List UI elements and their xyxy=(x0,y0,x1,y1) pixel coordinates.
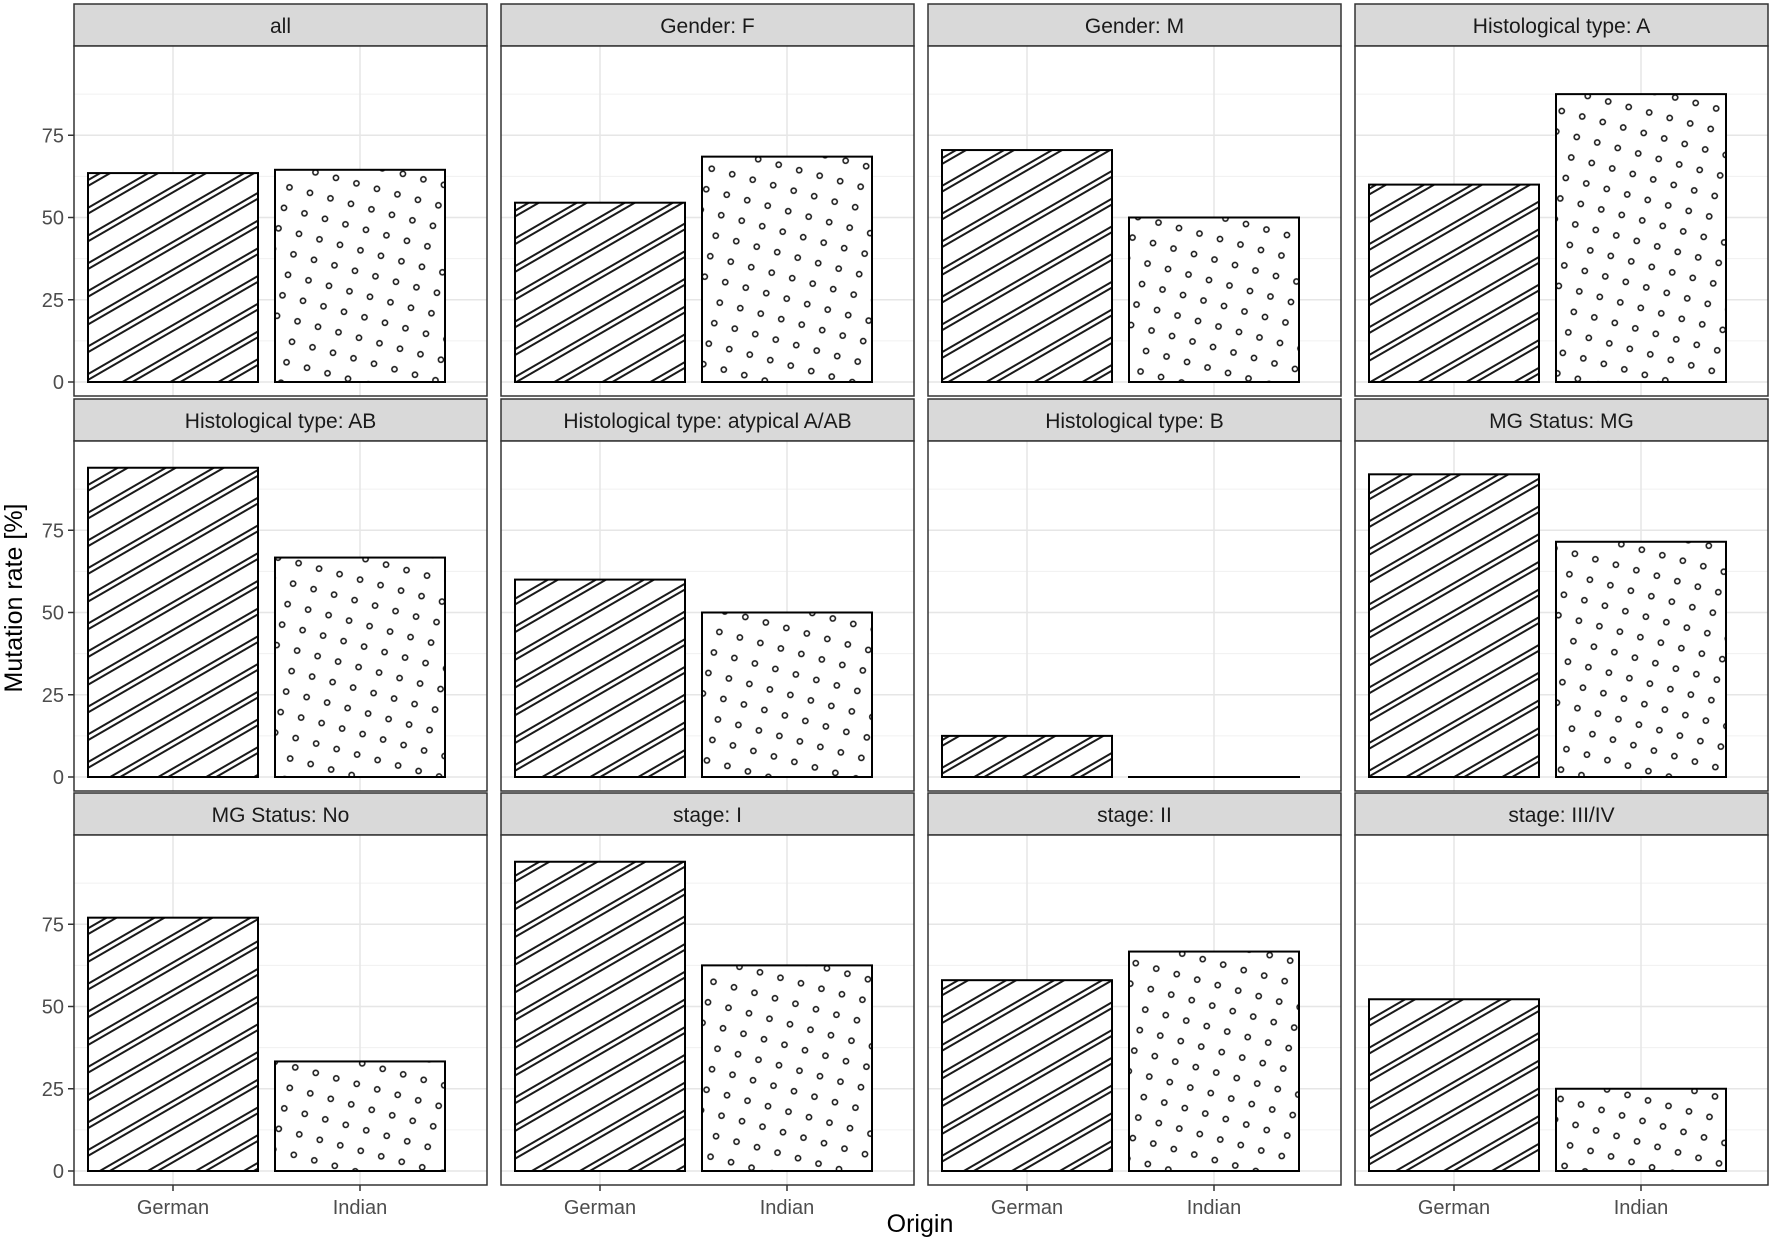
bar-german xyxy=(1368,998,1540,1173)
bar-indian xyxy=(274,556,446,778)
panel-border xyxy=(1354,45,1769,397)
panel-border xyxy=(927,440,1342,792)
facet-panel: all 0 25 50 75 xyxy=(42,3,488,397)
y-tick-label: 50 xyxy=(42,997,64,1019)
panel-border xyxy=(73,440,488,792)
facet-panel: Histological type: A xyxy=(1354,3,1769,397)
panel-border xyxy=(927,45,1342,397)
x-tick-label: German xyxy=(991,1197,1063,1219)
facet-strip xyxy=(500,792,915,836)
facet-panel: Histological type: B xyxy=(927,398,1342,792)
y-tick-label: 75 xyxy=(42,125,64,147)
y-tick-label: 0 xyxy=(53,1161,64,1183)
bar-german xyxy=(514,860,686,1172)
bar-indian xyxy=(1555,1087,1727,1172)
panel-border xyxy=(1354,834,1769,1186)
panel-border xyxy=(500,834,915,1186)
bar-indian xyxy=(1128,216,1300,383)
facet-title: all xyxy=(270,15,291,38)
y-tick-label: 75 xyxy=(42,520,64,542)
y-tick-label: 25 xyxy=(42,1079,64,1101)
x-tick-label: German xyxy=(137,1197,209,1219)
y-axis-title: Mutation rate [%] xyxy=(0,504,28,693)
x-tick-label: German xyxy=(564,1197,636,1219)
bar-indian xyxy=(274,1060,446,1172)
y-tick-label: 0 xyxy=(53,767,64,789)
facet-title: Gender: F xyxy=(660,15,755,38)
y-tick-label: 50 xyxy=(42,208,64,230)
bar-indian xyxy=(274,168,446,383)
bar-indian xyxy=(1555,93,1727,383)
plot-background xyxy=(928,441,1341,791)
bar-german xyxy=(941,979,1113,1172)
bar-german xyxy=(1368,183,1540,383)
y-tick-label: 75 xyxy=(42,914,64,936)
panel-border xyxy=(500,440,915,792)
panel-border xyxy=(927,834,1342,1186)
facet-strip xyxy=(73,398,488,442)
y-tick-label: 25 xyxy=(42,290,64,312)
facet-title: Histological type: B xyxy=(1045,410,1224,433)
bar-german xyxy=(941,734,1113,778)
bar-german xyxy=(514,578,686,778)
facet-title: Histological type: AB xyxy=(185,410,376,433)
facet-strip xyxy=(73,3,488,47)
facet-panel: stage: II German Indian xyxy=(927,792,1342,1219)
facet-title: Histological type: atypical A/AB xyxy=(563,410,851,433)
facet-strip xyxy=(500,3,915,47)
panel-border xyxy=(73,834,488,1186)
bar-indian xyxy=(701,964,873,1172)
facet-strip xyxy=(500,398,915,442)
x-tick-label: German xyxy=(1418,1197,1490,1219)
facet-strip xyxy=(1354,792,1769,836)
panel-border xyxy=(500,45,915,397)
bar-indian xyxy=(1128,950,1300,1172)
panel-border xyxy=(1354,440,1769,792)
y-tick-label: 50 xyxy=(42,603,64,625)
facet-panel: Gender: F xyxy=(500,3,915,397)
x-axis-title: Origin xyxy=(887,1210,954,1238)
facet-title: Histological type: A xyxy=(1473,15,1650,38)
x-tick-label: Indian xyxy=(760,1197,815,1219)
x-tick-label: Indian xyxy=(1187,1197,1242,1219)
facet-title: stage: II xyxy=(1097,804,1172,827)
bar-german xyxy=(87,916,259,1172)
facet-strip xyxy=(927,398,1342,442)
bar-indian xyxy=(701,611,873,778)
panel-border xyxy=(73,45,488,397)
facet-title: MG Status: MG xyxy=(1489,410,1634,433)
facet-title: stage: I xyxy=(673,804,742,827)
facet-strip xyxy=(927,792,1342,836)
facet-panel: MG Status: No 0 25 50 75 German Indian xyxy=(42,792,488,1219)
facet-panel: stage: I German Indian xyxy=(500,792,915,1219)
bar-german xyxy=(1368,473,1540,778)
facet-title: MG Status: No xyxy=(212,804,350,827)
facet-panel: Histological type: AB 0 25 50 75 xyxy=(42,398,488,792)
facet-title: Gender: M xyxy=(1085,15,1184,38)
facet-title: stage: III/IV xyxy=(1508,804,1614,827)
y-tick-label: 25 xyxy=(42,685,64,707)
x-tick-label: Indian xyxy=(333,1197,388,1219)
facet-panel: MG Status: MG xyxy=(1354,398,1769,792)
facet-panel: Gender: M xyxy=(927,3,1342,397)
bar-indian xyxy=(1555,540,1727,779)
facet-panel: stage: III/IV German Indian xyxy=(1354,792,1769,1219)
bar-german xyxy=(514,201,686,383)
facet-panel: Histological type: atypical A/AB xyxy=(500,398,915,792)
bar-german xyxy=(87,466,259,778)
y-tick-label: 0 xyxy=(53,372,64,394)
bar-indian xyxy=(701,155,873,383)
facet-strip xyxy=(1354,398,1769,442)
bar-german xyxy=(941,149,1113,383)
x-tick-label: Indian xyxy=(1614,1197,1669,1219)
bar-german xyxy=(87,172,259,383)
facet-strip xyxy=(927,3,1342,47)
